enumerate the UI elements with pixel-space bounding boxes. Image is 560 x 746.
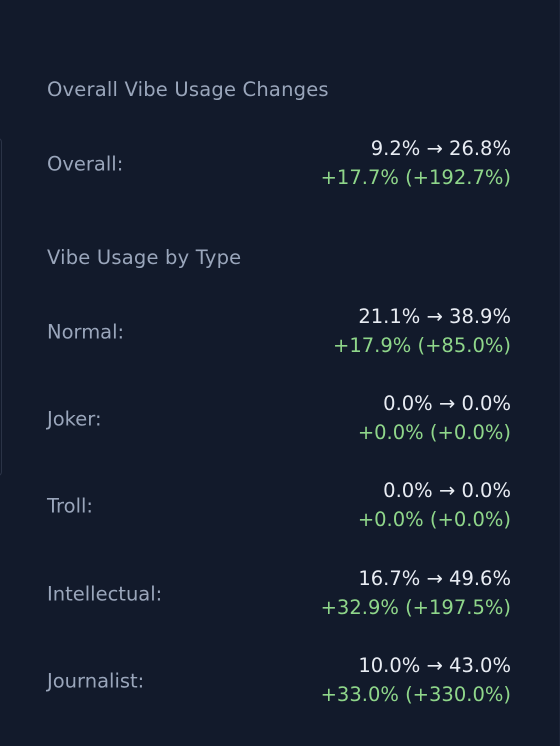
type-values: 16.7% → 49.6% +32.9% (+197.5%) xyxy=(321,564,511,622)
type-row-normal: Normal: 21.1% → 38.9% +17.9% (+85.0%) xyxy=(47,302,511,362)
type-range: 21.1% → 38.9% xyxy=(358,305,511,328)
type-label: Journalist: xyxy=(47,669,145,693)
type-label: Intellectual: xyxy=(47,582,163,606)
type-values: 0.0% → 0.0% +0.0% (+0.0%) xyxy=(358,476,511,534)
type-row-troll: Troll: 0.0% → 0.0% +0.0% (+0.0%) xyxy=(47,476,511,536)
type-label: Troll: xyxy=(47,494,93,518)
type-range: 0.0% → 0.0% xyxy=(383,392,511,415)
overall-range: 9.2% → 26.8% xyxy=(370,137,511,160)
type-delta: +32.9% (+197.5%) xyxy=(320,596,511,619)
type-values: 0.0% → 0.0% +0.0% (+0.0%) xyxy=(358,389,511,447)
type-delta: +33.0% (+330.0%) xyxy=(320,683,511,706)
type-label: Normal: xyxy=(47,320,125,344)
type-values: 21.1% → 38.9% +17.9% (+85.0%) xyxy=(333,302,511,360)
overall-row: Overall: 9.2% → 26.8% +17.7% (+192.7%) xyxy=(47,134,511,194)
type-row-joker: Joker: 0.0% → 0.0% +0.0% (+0.0%) xyxy=(47,389,511,449)
type-delta: +17.9% (+85.0%) xyxy=(333,334,511,357)
overall-values: 9.2% → 26.8% +17.7% (+192.7%) xyxy=(321,134,511,192)
overall-delta: +17.7% (+192.7%) xyxy=(320,166,511,189)
overall-section-title: Overall Vibe Usage Changes xyxy=(47,78,329,101)
type-delta: +0.0% (+0.0%) xyxy=(357,421,511,444)
type-label: Joker: xyxy=(47,407,102,431)
type-row-journalist: Journalist: 10.0% → 43.0% +33.0% (+330.0… xyxy=(47,651,511,711)
type-range: 16.7% → 49.6% xyxy=(358,567,511,590)
overall-label: Overall: xyxy=(47,152,124,176)
adjacent-panel-edge xyxy=(0,138,2,476)
type-range: 10.0% → 43.0% xyxy=(358,654,511,677)
type-values: 10.0% → 43.0% +33.0% (+330.0%) xyxy=(321,651,511,709)
type-range: 0.0% → 0.0% xyxy=(383,479,511,502)
type-delta: +0.0% (+0.0%) xyxy=(357,508,511,531)
type-row-intellectual: Intellectual: 16.7% → 49.6% +32.9% (+197… xyxy=(47,564,511,624)
type-section-title: Vibe Usage by Type xyxy=(47,246,242,269)
